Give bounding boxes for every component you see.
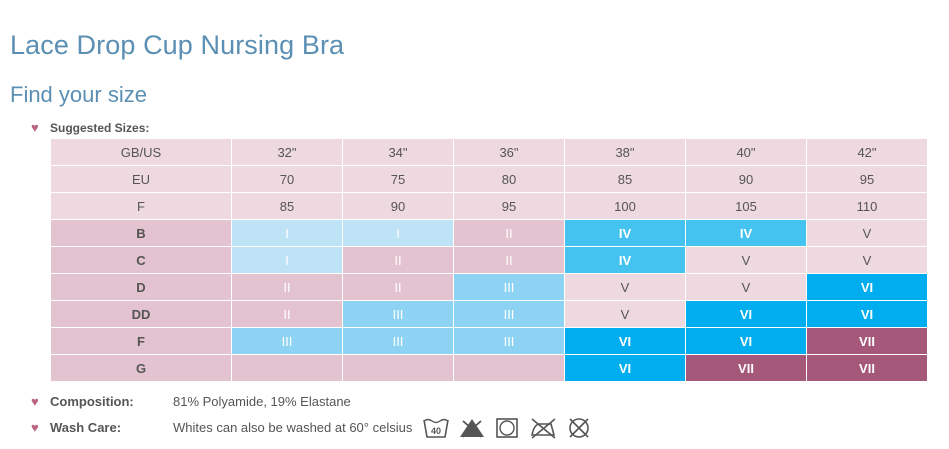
composition-label: Composition: bbox=[50, 394, 134, 409]
cup-label: G bbox=[50, 354, 232, 382]
size-cell: III bbox=[453, 300, 565, 328]
svg-text:40: 40 bbox=[431, 426, 441, 436]
size-cell bbox=[342, 354, 454, 382]
size-cell: II bbox=[453, 219, 565, 247]
size-cell: II bbox=[342, 273, 454, 301]
size-cell: II bbox=[342, 246, 454, 274]
no-bleach-icon bbox=[460, 419, 484, 438]
size-cell: IV bbox=[564, 246, 686, 274]
cup-label: C bbox=[50, 246, 232, 274]
cup-row: D II II III V V VI bbox=[50, 273, 928, 301]
size-cell: II bbox=[453, 246, 565, 274]
cup-label: D bbox=[50, 273, 232, 301]
size-cell: VII bbox=[685, 354, 807, 382]
band-size-cell: 70 bbox=[231, 165, 343, 193]
band-size-cell: 95 bbox=[453, 192, 565, 220]
cup-row: DD II III III V VI VI bbox=[50, 300, 928, 328]
size-cell: VII bbox=[806, 354, 928, 382]
no-iron-icon bbox=[531, 418, 556, 439]
band-system-label: GB/US bbox=[50, 138, 232, 166]
page-title: Lace Drop Cup Nursing Bra bbox=[10, 30, 345, 60]
heart-icon: ♥ bbox=[31, 394, 39, 409]
size-cell: V bbox=[685, 273, 807, 301]
cup-label: DD bbox=[50, 300, 232, 328]
band-size-cell: 34" bbox=[342, 138, 454, 166]
heart-icon: ♥ bbox=[31, 420, 39, 435]
band-system-label: F bbox=[50, 192, 232, 220]
wash-care-label: Wash Care: bbox=[50, 420, 122, 435]
band-size-cell: 110 bbox=[806, 192, 928, 220]
band-size-cell: 105 bbox=[685, 192, 807, 220]
size-table: GB/US 32" 34" 36" 38" 40" 42" EU 70 75 80 85 90 95 F 85… bbox=[50, 138, 928, 382]
band-system-label: EU bbox=[50, 165, 232, 193]
band-size-cell: 95 bbox=[806, 165, 928, 193]
size-cell: V bbox=[806, 246, 928, 274]
size-cell: III bbox=[342, 327, 454, 355]
size-cell: III bbox=[231, 327, 343, 355]
size-cell: I bbox=[231, 219, 343, 247]
size-cell: III bbox=[453, 327, 565, 355]
cup-row: C I II II IV V V bbox=[50, 246, 928, 274]
cup-row: G VI VII VII bbox=[50, 354, 928, 382]
page-subtitle: Find your size bbox=[10, 82, 147, 107]
size-cell bbox=[453, 354, 565, 382]
suggested-sizes-label: Suggested Sizes: bbox=[50, 121, 150, 135]
heart-icon: ♥ bbox=[31, 120, 39, 135]
band-size-cell: 85 bbox=[231, 192, 343, 220]
size-cell: II bbox=[231, 273, 343, 301]
wash-care-value: Whites can also be washed at 60° celsius bbox=[173, 420, 413, 435]
band-size-cell: 90 bbox=[685, 165, 807, 193]
size-cell: II bbox=[231, 300, 343, 328]
band-size-cell: 32" bbox=[231, 138, 343, 166]
band-size-cell: 80 bbox=[453, 165, 565, 193]
size-cell: V bbox=[564, 300, 686, 328]
no-dry-clean-icon bbox=[569, 418, 589, 438]
band-size-cell: 100 bbox=[564, 192, 686, 220]
cup-label: F bbox=[50, 327, 232, 355]
size-cell: VI bbox=[564, 327, 686, 355]
size-cell: I bbox=[231, 246, 343, 274]
band-size-cell: 36" bbox=[453, 138, 565, 166]
size-cell: VI bbox=[564, 354, 686, 382]
size-cell: VI bbox=[806, 273, 928, 301]
band-size-cell: 42" bbox=[806, 138, 928, 166]
tumble-dry-icon bbox=[496, 418, 518, 438]
band-size-cell: 38" bbox=[564, 138, 686, 166]
cup-label: B bbox=[50, 219, 232, 247]
cup-row: F III III III VI VI VII bbox=[50, 327, 928, 355]
composition-value: 81% Polyamide, 19% Elastane bbox=[173, 394, 351, 409]
size-cell: IV bbox=[685, 219, 807, 247]
size-cell: VII bbox=[806, 327, 928, 355]
band-size-cell: 40" bbox=[685, 138, 807, 166]
band-size-cell: 90 bbox=[342, 192, 454, 220]
care-icons: 40 bbox=[423, 417, 591, 439]
size-cell: I bbox=[342, 219, 454, 247]
size-cell bbox=[231, 354, 343, 382]
size-cell: III bbox=[342, 300, 454, 328]
size-cell: VI bbox=[806, 300, 928, 328]
size-header-row: GB/US 32" 34" 36" 38" 40" 42" bbox=[50, 138, 928, 166]
size-cell: V bbox=[806, 219, 928, 247]
band-size-cell: 75 bbox=[342, 165, 454, 193]
wash-40-icon: 40 bbox=[423, 418, 449, 438]
cup-row: B I I II IV IV V bbox=[50, 219, 928, 247]
size-cell: VI bbox=[685, 327, 807, 355]
size-cell: V bbox=[685, 246, 807, 274]
size-header-row: EU 70 75 80 85 90 95 bbox=[50, 165, 928, 193]
size-header-row: F 85 90 95 100 105 110 bbox=[50, 192, 928, 220]
size-cell: VI bbox=[685, 300, 807, 328]
size-cell: V bbox=[564, 273, 686, 301]
size-cell: III bbox=[453, 273, 565, 301]
size-cell: IV bbox=[564, 219, 686, 247]
band-size-cell: 85 bbox=[564, 165, 686, 193]
